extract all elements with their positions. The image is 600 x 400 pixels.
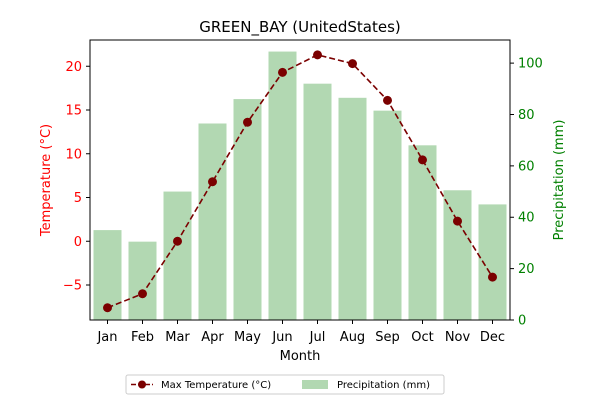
temp-point-mar — [173, 236, 182, 246]
legend: Max Temperature (°C) Precipitation (mm) — [125, 374, 445, 395]
x-tick-label-aug: Aug — [340, 330, 365, 345]
temp-point-jun — [278, 67, 287, 77]
x-tick-label-sep: Sep — [375, 330, 400, 345]
x-tick-label-oct: Oct — [411, 330, 433, 345]
x-tick-label-nov: Nov — [445, 330, 471, 345]
legend-bar-swatch — [302, 380, 328, 389]
precip-bar-jun — [268, 51, 297, 320]
y-left-tick-label: 15 — [65, 104, 82, 119]
chart-title: GREEN_BAY (UnitedStates) — [199, 18, 401, 37]
legend-line-marker — [138, 380, 146, 389]
legend-box — [125, 374, 445, 395]
legend-label-temperature: Max Temperature (°C) — [161, 380, 271, 391]
precip-bar-apr — [198, 123, 227, 320]
plot-frame — [89, 39, 511, 321]
precip-bar-jul — [303, 83, 332, 320]
temp-point-jan — [103, 303, 112, 313]
y-axis-left: −5 0 5 10 15 20 — [63, 60, 90, 294]
temp-point-may — [243, 117, 252, 127]
x-axis: Jan Feb Mar Apr May Jun Jul Aug Sep Oct Nov Dec — [96, 320, 505, 345]
y-left-tick-label: 0 — [74, 235, 82, 250]
temp-point-apr — [208, 177, 217, 187]
y-axis-right-label: Precipitation (mm) — [552, 120, 567, 241]
y-right-tick-label: 20 — [518, 262, 535, 277]
y-right-tick-label: 100 — [518, 57, 543, 72]
x-tick-label-may: May — [234, 330, 261, 345]
x-tick-label-jan: Jan — [96, 330, 117, 345]
y-left-tick-label: 10 — [65, 147, 82, 162]
legend-label-precipitation: Precipitation (mm) — [337, 380, 430, 391]
x-tick-label-dec: Dec — [480, 330, 505, 345]
temp-point-aug — [348, 59, 357, 69]
temp-point-dec — [488, 272, 497, 282]
y-right-tick-label: 80 — [518, 108, 535, 123]
x-tick-label-jul: Jul — [309, 330, 326, 345]
precip-bar-may — [233, 99, 262, 320]
y-right-tick-label: 60 — [518, 159, 535, 174]
precip-bar-oct — [408, 145, 437, 320]
precip-bar-sep — [373, 110, 402, 320]
y-right-tick-label: 40 — [518, 211, 535, 226]
temp-point-feb — [138, 289, 147, 299]
x-axis-label: Month — [280, 349, 321, 364]
x-tick-label-feb: Feb — [131, 330, 154, 345]
x-tick-label-apr: Apr — [201, 330, 224, 345]
temp-point-oct — [418, 155, 427, 165]
precip-bar-aug — [338, 97, 367, 321]
temperature-line — [103, 50, 497, 313]
x-tick-label-jun: Jun — [271, 330, 292, 345]
temp-point-nov — [453, 216, 462, 226]
y-axis-left-label: Temperature (°C) — [39, 124, 54, 237]
y-left-tick-label: −5 — [63, 279, 82, 294]
y-right-tick-label: 0 — [518, 314, 526, 329]
temp-point-sep — [383, 95, 392, 105]
precip-bar-feb — [128, 241, 157, 320]
y-axis-right: 0 20 40 60 80 100 — [510, 57, 543, 329]
temp-point-jul — [313, 50, 322, 60]
y-left-tick-label: 20 — [65, 60, 82, 75]
x-tick-label-mar: Mar — [165, 330, 190, 345]
precipitation-bars — [93, 51, 507, 321]
temperature-series-line — [107, 54, 494, 309]
precip-bar-nov — [443, 190, 472, 320]
y-left-tick-label: 5 — [74, 191, 82, 206]
